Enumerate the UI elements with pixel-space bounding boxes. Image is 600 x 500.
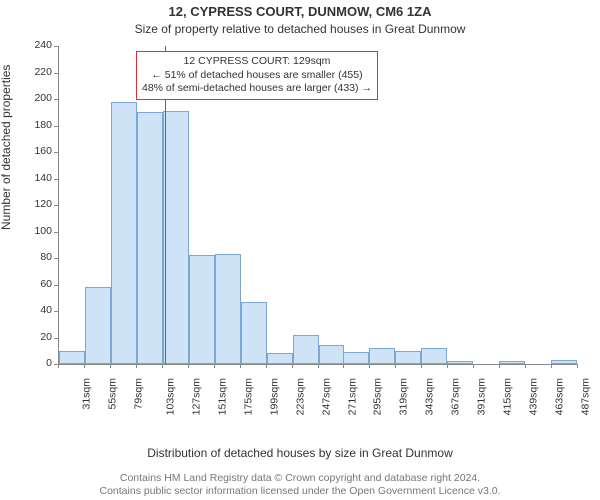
histogram-bar	[293, 335, 319, 364]
y-tick-mark	[54, 232, 58, 233]
x-tick-label: 319sqm	[398, 378, 410, 415]
x-tick-mark	[58, 364, 59, 368]
histogram-bar	[59, 351, 85, 364]
x-tick-label: 391sqm	[476, 378, 488, 415]
x-axis-label: Distribution of detached houses by size …	[0, 446, 600, 460]
y-tick-mark	[54, 285, 58, 286]
footer-line-1: Contains HM Land Registry data © Crown c…	[120, 472, 480, 484]
y-tick-label: 180	[26, 119, 52, 131]
y-tick-mark	[54, 179, 58, 180]
x-tick-label: 487sqm	[579, 378, 591, 415]
x-tick-label: 367sqm	[450, 378, 462, 415]
y-tick-label: 80	[26, 251, 52, 263]
y-tick-label: 40	[26, 304, 52, 316]
x-tick-mark	[395, 364, 396, 368]
annotation-line: 48% of semi-detached houses are larger (…	[142, 82, 372, 96]
y-tick-label: 0	[26, 357, 52, 369]
y-tick-label: 60	[26, 278, 52, 290]
x-tick-mark	[136, 364, 137, 368]
y-tick-label: 240	[26, 39, 52, 51]
x-tick-label: 463sqm	[554, 378, 566, 415]
x-tick-mark	[214, 364, 215, 368]
y-tick-mark	[54, 311, 58, 312]
histogram-bar	[343, 352, 369, 364]
footer-line-2: Contains public sector information licen…	[100, 485, 501, 497]
histogram-bar	[369, 348, 395, 364]
histogram-bar	[163, 111, 189, 364]
x-tick-label: 175sqm	[242, 378, 254, 415]
y-tick-label: 100	[26, 225, 52, 237]
x-tick-label: 271sqm	[346, 378, 358, 415]
x-tick-mark	[292, 364, 293, 368]
x-tick-mark	[188, 364, 189, 368]
histogram-bar	[421, 348, 447, 364]
x-tick-mark	[110, 364, 111, 368]
histogram-bar	[319, 345, 345, 364]
x-tick-label: 295sqm	[372, 378, 384, 415]
x-tick-label: 439sqm	[528, 378, 540, 415]
chart-container: 12, CYPRESS COURT, DUNMOW, CM6 1ZA Size …	[0, 0, 600, 500]
chart-footer: Contains HM Land Registry data © Crown c…	[0, 472, 600, 498]
histogram-bar	[395, 351, 421, 364]
histogram-bar	[137, 112, 163, 364]
x-tick-mark	[577, 364, 578, 368]
annotation-box: 12 CYPRESS COURT: 129sqm← 51% of detache…	[136, 51, 378, 100]
x-tick-label: 151sqm	[216, 378, 228, 415]
y-tick-label: 120	[26, 198, 52, 210]
histogram-bar	[499, 361, 525, 364]
y-tick-mark	[54, 258, 58, 259]
histogram-bar	[551, 360, 577, 364]
x-tick-mark	[525, 364, 526, 368]
y-tick-mark	[54, 338, 58, 339]
x-tick-mark	[369, 364, 370, 368]
histogram-bar	[447, 361, 473, 364]
x-tick-mark	[266, 364, 267, 368]
x-tick-label: 103sqm	[164, 378, 176, 415]
histogram-bar	[111, 102, 137, 364]
x-tick-mark	[343, 364, 344, 368]
x-tick-mark	[499, 364, 500, 368]
y-tick-label: 220	[26, 66, 52, 78]
x-tick-mark	[421, 364, 422, 368]
x-tick-label: 247sqm	[320, 378, 332, 415]
y-tick-mark	[54, 205, 58, 206]
y-tick-mark	[54, 73, 58, 74]
chart-title: 12, CYPRESS COURT, DUNMOW, CM6 1ZA	[0, 4, 600, 19]
histogram-bar	[189, 255, 215, 364]
y-tick-label: 200	[26, 92, 52, 104]
annotation-line: 12 CYPRESS COURT: 129sqm	[142, 55, 372, 69]
y-axis-label: Number of detached properties	[0, 65, 13, 230]
x-tick-mark	[318, 364, 319, 368]
y-tick-label: 160	[26, 145, 52, 157]
x-tick-label: 127sqm	[190, 378, 202, 415]
y-tick-mark	[54, 99, 58, 100]
y-tick-mark	[54, 46, 58, 47]
y-tick-label: 20	[26, 331, 52, 343]
histogram-bar	[241, 302, 267, 364]
x-tick-mark	[551, 364, 552, 368]
annotation-line: ← 51% of detached houses are smaller (45…	[142, 69, 372, 83]
y-tick-mark	[54, 152, 58, 153]
histogram-bar	[85, 287, 111, 364]
x-tick-mark	[240, 364, 241, 368]
x-tick-label: 343sqm	[424, 378, 436, 415]
x-tick-mark	[447, 364, 448, 368]
chart-subtitle: Size of property relative to detached ho…	[0, 22, 600, 36]
x-tick-mark	[473, 364, 474, 368]
histogram-bar	[267, 353, 293, 364]
x-tick-label: 223sqm	[294, 378, 306, 415]
y-tick-mark	[54, 126, 58, 127]
x-tick-mark	[84, 364, 85, 368]
x-tick-label: 55sqm	[106, 378, 118, 410]
y-tick-label: 140	[26, 172, 52, 184]
x-tick-label: 31sqm	[81, 378, 93, 410]
x-tick-label: 79sqm	[132, 378, 144, 410]
histogram-bar	[215, 254, 241, 364]
x-tick-mark	[162, 364, 163, 368]
x-tick-label: 199sqm	[268, 378, 280, 415]
x-tick-label: 415sqm	[502, 378, 514, 415]
